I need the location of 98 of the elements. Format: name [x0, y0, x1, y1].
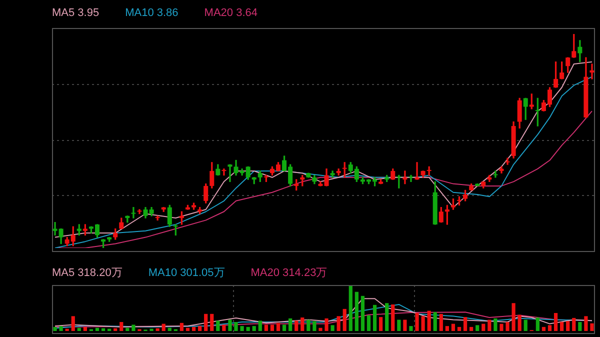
bar [560, 322, 564, 331]
bar [282, 324, 286, 331]
bar [71, 316, 75, 331]
bar [294, 320, 298, 331]
bar [566, 321, 570, 331]
bar [306, 320, 310, 331]
bar [391, 304, 395, 331]
bar [312, 321, 316, 331]
candlestick [222, 168, 226, 176]
bar [101, 328, 106, 331]
bar [354, 292, 358, 331]
bar [258, 320, 262, 331]
bar [330, 325, 334, 331]
bar [240, 326, 244, 331]
candlestick [228, 164, 232, 182]
bar [222, 324, 226, 331]
candlestick [137, 209, 142, 214]
bar [470, 326, 474, 331]
bar [114, 328, 118, 331]
bar [162, 324, 166, 331]
bar [379, 317, 383, 331]
bar [180, 322, 184, 331]
bar [59, 326, 63, 331]
bar [366, 315, 371, 331]
bar [95, 328, 100, 331]
bar [342, 308, 346, 331]
bar [488, 320, 492, 331]
bar [168, 328, 172, 331]
bar [186, 328, 190, 331]
candlestick [131, 207, 136, 218]
bar [451, 324, 456, 331]
text: MA20 3.64 [204, 7, 258, 19]
candlestick [408, 174, 414, 182]
bar [126, 328, 130, 331]
bar [463, 317, 468, 331]
bar [548, 325, 552, 331]
bar [506, 322, 510, 331]
bar [324, 318, 328, 331]
bar [77, 328, 81, 331]
bar [518, 314, 522, 331]
bar [409, 326, 413, 331]
bar [192, 326, 196, 331]
candlestick [402, 170, 408, 184]
bar [476, 325, 480, 331]
bar [216, 320, 220, 331]
bar [524, 320, 528, 331]
bar [421, 316, 425, 331]
bar [264, 324, 268, 331]
bar [445, 326, 449, 331]
bar [512, 303, 516, 331]
bar [542, 326, 546, 331]
bar [385, 303, 389, 331]
bar [415, 313, 419, 331]
bar [204, 314, 208, 331]
bar [83, 326, 87, 331]
bar [500, 324, 504, 331]
bar [433, 312, 437, 331]
candlestick [414, 162, 420, 180]
bar [318, 328, 322, 331]
bar [120, 322, 124, 331]
bar [210, 314, 214, 331]
bar [228, 320, 232, 331]
bar [300, 318, 304, 331]
bar [457, 326, 462, 331]
bar [536, 318, 540, 331]
candlestick [590, 64, 594, 80]
bar [234, 322, 238, 331]
candlestick [493, 170, 498, 178]
bar [494, 318, 498, 331]
bar [360, 296, 365, 331]
bar [246, 326, 250, 331]
bar [372, 304, 377, 331]
bar [584, 316, 588, 331]
bar [348, 286, 352, 331]
bar [427, 310, 431, 331]
bar [156, 328, 160, 331]
text: MA20 314.23万 [250, 266, 328, 280]
bar [276, 322, 280, 331]
text: MA5 318.20万 [52, 266, 122, 280]
text: MA10 301.05万 [148, 266, 225, 280]
bar [132, 324, 136, 331]
bar [572, 318, 576, 331]
bar [288, 318, 292, 331]
candlestick [505, 158, 510, 165]
bar [53, 326, 57, 331]
bar [578, 322, 582, 331]
bar [482, 324, 486, 331]
text: MA5 3.95 [52, 7, 100, 19]
bar [397, 320, 401, 331]
bar [403, 320, 407, 331]
bar [336, 316, 340, 331]
bar [252, 326, 256, 331]
bar [198, 326, 202, 331]
bar [270, 324, 274, 331]
bar [439, 314, 443, 331]
bar [554, 313, 558, 331]
bar [590, 323, 594, 331]
text: MA10 3.86 [125, 7, 178, 19]
